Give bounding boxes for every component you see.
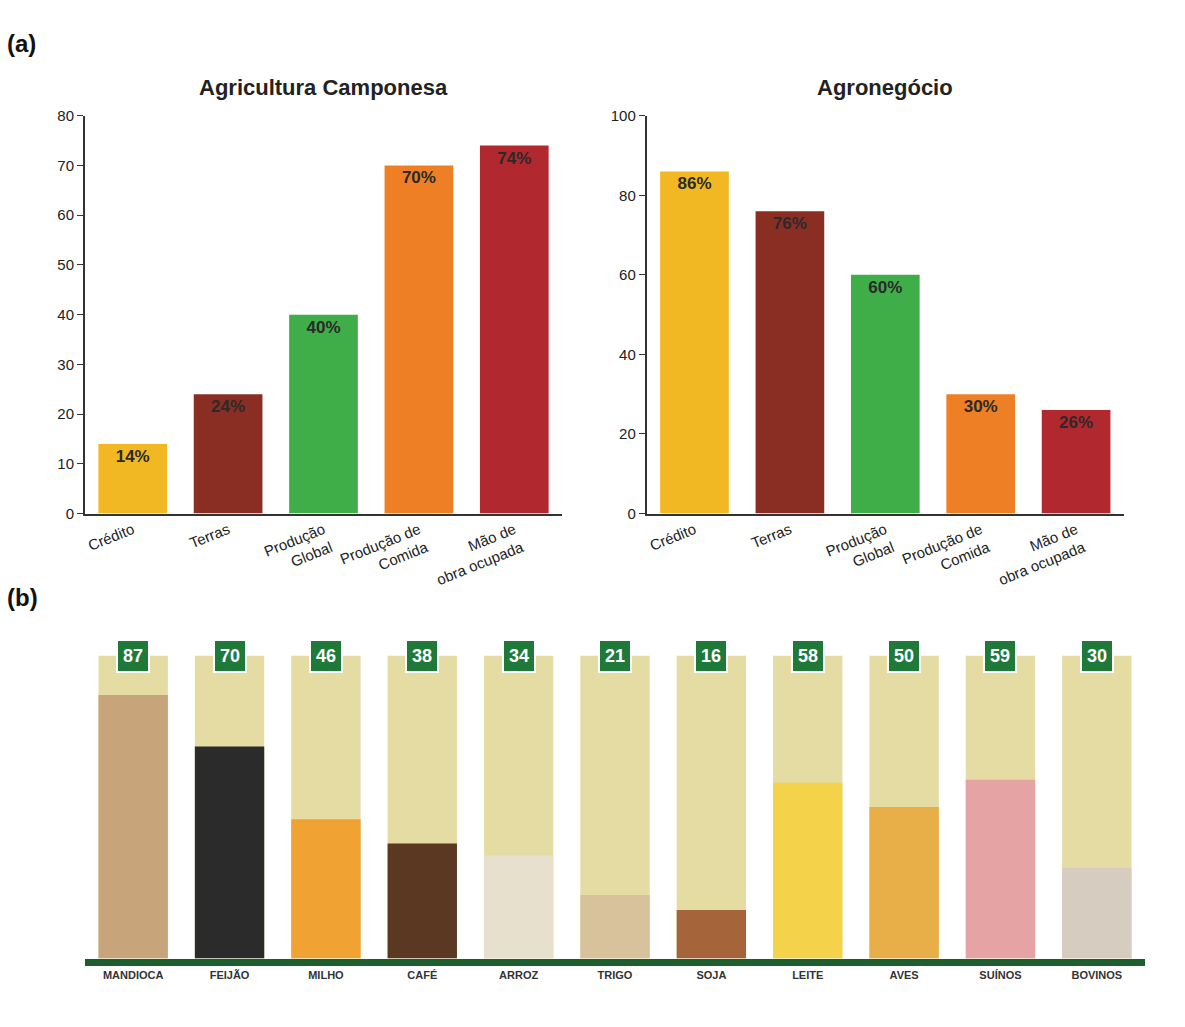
svg-text:ARROZ: ARROZ <box>499 969 538 981</box>
svg-text:SUÍNOS: SUÍNOS <box>979 969 1021 981</box>
svg-text:Terras: Terras <box>749 520 794 551</box>
svg-text:50: 50 <box>57 256 74 273</box>
svg-text:76%: 76% <box>773 214 807 233</box>
svg-text:Crédito: Crédito <box>647 520 698 554</box>
svg-text:14%: 14% <box>116 447 150 466</box>
svg-text:Produção deComida: Produção deComida <box>338 520 431 586</box>
svg-text:MILHO: MILHO <box>308 969 344 981</box>
svg-text:40: 40 <box>57 306 74 323</box>
svg-text:ProduçãoGlobal: ProduçãoGlobal <box>262 520 335 578</box>
svg-text:74%: 74% <box>497 149 531 168</box>
svg-text:Produção deComida: Produção deComida <box>899 520 992 586</box>
svg-text:86%: 86% <box>677 174 711 193</box>
svg-text:70: 70 <box>57 157 74 174</box>
svg-text:10: 10 <box>57 455 74 472</box>
svg-text:59: 59 <box>990 646 1010 666</box>
svg-text:FEIJÃO: FEIJÃO <box>210 969 250 981</box>
svg-text:30: 30 <box>57 356 74 373</box>
svg-text:60: 60 <box>57 206 74 223</box>
svg-text:MANDIOCA: MANDIOCA <box>103 969 164 981</box>
svg-text:Crédito: Crédito <box>85 520 136 554</box>
svg-text:40%: 40% <box>306 318 340 337</box>
svg-text:30%: 30% <box>964 397 998 416</box>
svg-text:60: 60 <box>619 266 636 283</box>
svg-text:58: 58 <box>798 646 818 666</box>
svg-text:16: 16 <box>701 646 721 666</box>
svg-text:38: 38 <box>412 646 432 666</box>
svg-text:0: 0 <box>627 505 635 522</box>
svg-text:Agricultura Camponesa: Agricultura Camponesa <box>199 75 448 100</box>
svg-text:21: 21 <box>605 646 625 666</box>
svg-text:87: 87 <box>123 646 143 666</box>
svg-text:80: 80 <box>619 187 636 204</box>
svg-text:AVES: AVES <box>890 969 919 981</box>
svg-text:ProduçãoGlobal: ProduçãoGlobal <box>823 520 896 578</box>
svg-text:TRIGO: TRIGO <box>598 969 633 981</box>
svg-text:70: 70 <box>220 646 240 666</box>
svg-text:60%: 60% <box>868 278 902 297</box>
svg-text:CAFÉ: CAFÉ <box>407 969 437 981</box>
svg-text:40: 40 <box>619 346 636 363</box>
svg-text:LEITE: LEITE <box>792 969 823 981</box>
svg-text:BOVINOS: BOVINOS <box>1071 969 1122 981</box>
svg-text:24%: 24% <box>211 397 245 416</box>
svg-text:26%: 26% <box>1059 413 1093 432</box>
svg-text:Mão deobra ocupada: Mão deobra ocupada <box>989 520 1088 588</box>
svg-text:50: 50 <box>894 646 914 666</box>
svg-text:70%: 70% <box>402 168 436 187</box>
svg-text:SOJA: SOJA <box>696 969 726 981</box>
svg-text:100: 100 <box>611 107 636 124</box>
svg-text:34: 34 <box>509 646 529 666</box>
svg-text:20: 20 <box>57 405 74 422</box>
svg-text:Agronegócio: Agronegócio <box>817 75 953 100</box>
svg-text:(a): (a) <box>7 30 36 57</box>
svg-text:20: 20 <box>619 425 636 442</box>
svg-text:46: 46 <box>316 646 336 666</box>
svg-text:(b): (b) <box>7 584 38 611</box>
svg-text:80: 80 <box>57 107 74 124</box>
svg-text:30: 30 <box>1087 646 1107 666</box>
svg-text:0: 0 <box>66 505 74 522</box>
svg-text:Mão deobra ocupada: Mão deobra ocupada <box>427 520 526 588</box>
svg-text:Terras: Terras <box>187 520 232 551</box>
